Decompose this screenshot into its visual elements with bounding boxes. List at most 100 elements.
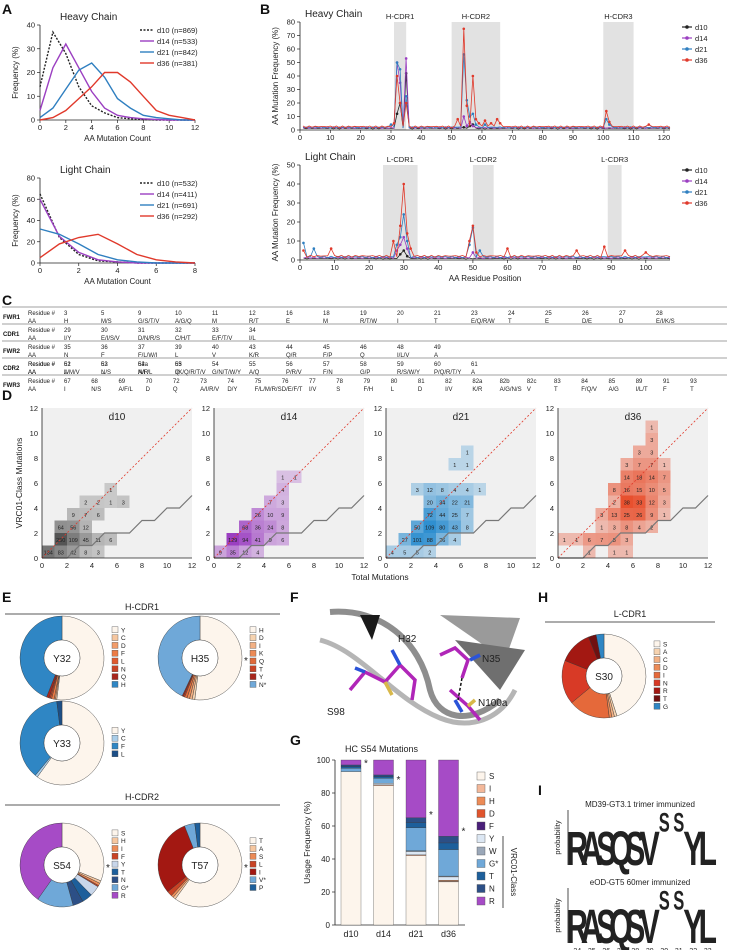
heatmap-value: 9 <box>650 513 653 519</box>
table-aa: F/P <box>323 353 332 359</box>
table-aa: M <box>323 319 328 325</box>
heatmap-cell <box>67 533 80 546</box>
x-tick-label: 10 <box>335 561 343 570</box>
table-row-label: Residue # <box>28 362 56 368</box>
legend-swatch-N <box>111 665 119 672</box>
table-residue: 52 <box>101 362 108 368</box>
x-tick-label: 8 <box>656 561 660 570</box>
heatmap-value: 13 <box>611 513 617 519</box>
donut-center-label: H35 <box>191 654 210 665</box>
bar-segment-T <box>405 822 427 828</box>
legend-swatch-P <box>249 884 257 891</box>
x-tick-label: 2 <box>237 561 241 570</box>
cdr-region-1 <box>451 22 501 130</box>
table-aa: G/N/T/W/Y <box>212 370 241 376</box>
table-residue: 3 <box>64 311 68 317</box>
donut-center-label: T57 <box>191 861 209 872</box>
heatmap-cell <box>608 483 621 496</box>
heatmap-value: 22 <box>452 501 458 507</box>
table-residue: 53 <box>175 362 182 368</box>
table-aa: T <box>434 319 438 325</box>
peak-point-d21 <box>474 123 478 126</box>
chart-title: Light Chain <box>305 152 356 163</box>
logo-letter: Y <box>683 901 703 950</box>
y-axis-label: VRC01-Class Mutations <box>14 438 24 529</box>
table-residue: 35 <box>64 345 71 351</box>
y-tick-label: 6 <box>206 479 210 488</box>
heatmap-cell <box>276 470 289 483</box>
heatmap-value: 12 <box>427 488 433 494</box>
peak-point-d21 <box>395 243 399 247</box>
x-tick-label: 40 <box>434 263 442 272</box>
legend-swatch-R <box>653 687 661 694</box>
legend-label-L: L <box>121 751 125 758</box>
heatmap-cell <box>54 533 67 546</box>
cdr-region-label: H-CDR1 <box>386 12 414 21</box>
y-tick-label: 10 <box>202 429 210 438</box>
heatmap-value: 1 <box>625 551 628 557</box>
diagonal-line <box>213 407 365 559</box>
y-tick-label: 30 <box>27 44 35 53</box>
x-tick-label: 8 <box>140 561 144 570</box>
x-tick-label: 50 <box>447 133 455 142</box>
heatmap-value: 2 <box>428 551 431 557</box>
y-tick-label: 2 <box>34 529 38 538</box>
x-tick-label: d10 <box>343 929 358 939</box>
heatmap-cell <box>620 545 633 558</box>
table-row-label: Residue # <box>28 345 56 351</box>
panel-letter-i: I <box>538 782 542 798</box>
legend-label-D: D <box>259 635 264 642</box>
legend-swatch-N <box>476 884 486 893</box>
chart-title: HC S54 Mutations <box>345 744 419 754</box>
legend-label-I: I <box>663 673 665 680</box>
logo-letter: S <box>596 823 616 876</box>
table-aa: N/S <box>101 370 111 376</box>
legend-label-Q: Q <box>259 659 264 666</box>
peak-point-d14 <box>404 57 408 60</box>
heatmap-value: 2 <box>97 501 100 507</box>
x-tick-label: 60 <box>503 263 511 272</box>
peak-point-d36 <box>405 232 409 235</box>
legend-swatch-Y <box>476 834 486 843</box>
table-residue: 39 <box>175 345 182 351</box>
legend-label-I: I <box>489 785 491 794</box>
bar-segment-Y <box>405 851 427 856</box>
heatmap-value: 1 <box>466 451 469 457</box>
table-residue: 85 <box>609 379 616 385</box>
heatmap-value: 4 <box>638 526 641 532</box>
x-tick-label: 0 <box>298 263 302 272</box>
peak-point-d21 <box>405 239 409 243</box>
y-tick-label: 2 <box>550 529 554 538</box>
y-tick-label: 60 <box>321 822 330 831</box>
heatmap-value: 88 <box>427 538 433 544</box>
heatmap-value: 44 <box>439 513 445 519</box>
legend-label-Q: Q <box>121 674 126 681</box>
logo-letter: S <box>659 808 670 838</box>
x-axis-label: Total Mutations <box>351 572 408 582</box>
table-residue: 23 <box>471 311 478 317</box>
legend-label-D: D <box>663 665 668 672</box>
legend-swatch-K <box>249 650 257 657</box>
y-tick-label: 8 <box>206 454 210 463</box>
heatmap-cell <box>423 483 436 496</box>
peak-point-d21 <box>471 112 475 116</box>
y-tick-label: 10 <box>27 92 35 101</box>
group-title: H-CDR1 <box>125 602 159 612</box>
heatmap-cell <box>620 495 633 508</box>
y-tick-label: 20 <box>287 218 295 227</box>
heatmap-cell <box>423 545 436 558</box>
y-tick-label: 0 <box>291 256 295 265</box>
heatmap-cell <box>461 483 474 496</box>
bar-segment-R <box>438 759 459 837</box>
legend-swatch-H <box>476 796 486 806</box>
legend-swatch-D <box>653 664 661 671</box>
y-tick-label: 20 <box>27 68 35 77</box>
legend-swatch-I <box>111 845 119 852</box>
heatmap-value: 3 <box>625 538 628 544</box>
heatmap-value: 101 <box>413 538 422 544</box>
peak-point-d10 <box>398 253 402 256</box>
legend-label-d21: d21 <box>695 45 708 54</box>
heatmap-value: 3 <box>416 488 419 494</box>
table-row-label: Residue # <box>28 328 56 334</box>
heatmap-value: 3 <box>625 463 628 469</box>
